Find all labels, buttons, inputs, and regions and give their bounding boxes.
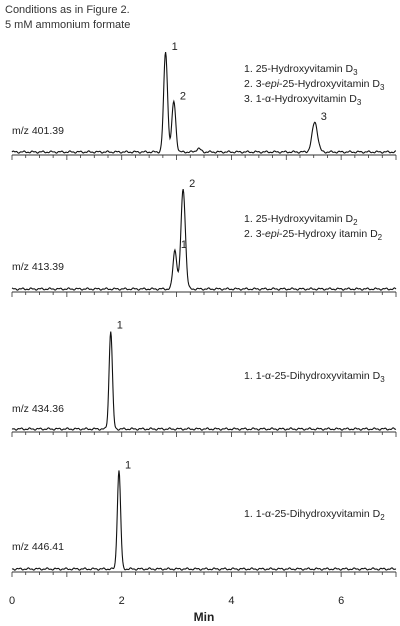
- legend-number: 1.: [244, 508, 256, 520]
- mz-label: m/z 401.39: [12, 125, 64, 137]
- x-tick-label: 6: [338, 595, 344, 607]
- peak-label: 2: [189, 178, 195, 190]
- legend-number: 1.: [244, 370, 256, 382]
- legend-subscript: 3: [380, 375, 385, 384]
- mz-label: m/z 446.41: [12, 541, 64, 553]
- chart-header: Conditions as in Figure 2. 5 mM ammonium…: [5, 3, 130, 33]
- legend-entry: 1. 1-α-25-Dihydroxyvitamin D2: [244, 508, 385, 522]
- x-tick-label: 0: [9, 595, 15, 607]
- chromatogram-trace: [11, 51, 397, 154]
- x-tick-label: 4: [228, 595, 234, 607]
- legend-epi: epi: [265, 78, 280, 90]
- legend-subscript: 2: [380, 513, 385, 522]
- legend-entry: 3. 1-α-Hydroxyvitamin D3: [244, 93, 362, 107]
- legend-number: 3.: [244, 93, 256, 105]
- chromatogram-trace: [11, 188, 397, 291]
- chromatogram-trace: [11, 470, 397, 571]
- x-axis-label: Min: [194, 610, 215, 624]
- peak-label: 3: [321, 111, 327, 123]
- chromatogram-panel-2: 12m/z 413.391. 25-Hydroxyvitamin D22. 3-…: [11, 178, 397, 297]
- legend-subscript: 2: [378, 233, 383, 242]
- legend-compound: -25-Hydroxy itamin D: [279, 228, 378, 240]
- peak-label: 1: [181, 239, 187, 251]
- legend-entry: 2. 3-epi-25-Hydroxyvitamin D3: [244, 78, 385, 92]
- peak-label: 1: [117, 320, 123, 332]
- mz-label: m/z 434.36: [12, 403, 64, 415]
- legend-entry: 1. 25-Hydroxyvitamin D3: [244, 63, 358, 77]
- legend-compound: -25-Hydroxyvitamin D: [279, 78, 380, 90]
- chromatogram-trace: [11, 331, 397, 431]
- legend-subscript: 3: [357, 98, 362, 107]
- peak-label: 1: [125, 460, 131, 472]
- legend-compound: 25-Hydroxyvitamin D: [256, 213, 354, 225]
- legend-number: 1.: [244, 213, 256, 225]
- legend-subscript: 3: [380, 83, 385, 92]
- legend-epi-prefix: 3-: [256, 78, 266, 90]
- legend-number: 2.: [244, 228, 256, 240]
- peak-label: 1: [172, 41, 178, 53]
- x-axis: 0 2 4 6 Min: [9, 595, 344, 624]
- chromatogram-panel-4: 1 m/z 446.41 1. 1-α-25-Dihydroxyvitamin D2: [11, 460, 397, 577]
- legend-number: 2.: [244, 78, 256, 90]
- legend-subscript: 2: [353, 218, 358, 227]
- legend-entry: 1. 25-Hydroxyvitamin D2: [244, 213, 358, 227]
- legend-subscript: 3: [353, 68, 358, 77]
- conditions-note: Conditions as in Figure 2.: [5, 4, 130, 16]
- legend-epi: epi: [265, 228, 280, 240]
- mobile-phase-note: 5 mM ammonium formate: [5, 19, 131, 31]
- chromatogram-panel-3: 1 m/z 434.36 1. 1-α-25-Dihydroxyvitamin D3: [11, 320, 397, 437]
- legend-compound: 25-Hydroxyvitamin D: [256, 63, 354, 75]
- x-tick-label: 2: [119, 595, 125, 607]
- peak-label: 2: [180, 90, 186, 102]
- legend-number: 1.: [244, 63, 256, 75]
- mz-label: m/z 413.39: [12, 261, 64, 273]
- legend-epi-prefix: 3-: [256, 228, 266, 240]
- legend-entry: 1. 1-α-25-Dihydroxyvitamin D3: [244, 370, 385, 384]
- legend-entry: 2. 3-epi-25-Hydroxy itamin D2: [244, 228, 383, 242]
- legend-compound: 1-α-25-Dihydroxyvitamin D: [256, 508, 381, 520]
- legend-compound: 1-α-25-Dihydroxyvitamin D: [256, 370, 381, 382]
- legend-compound: 1-α-Hydroxyvitamin D: [256, 93, 358, 105]
